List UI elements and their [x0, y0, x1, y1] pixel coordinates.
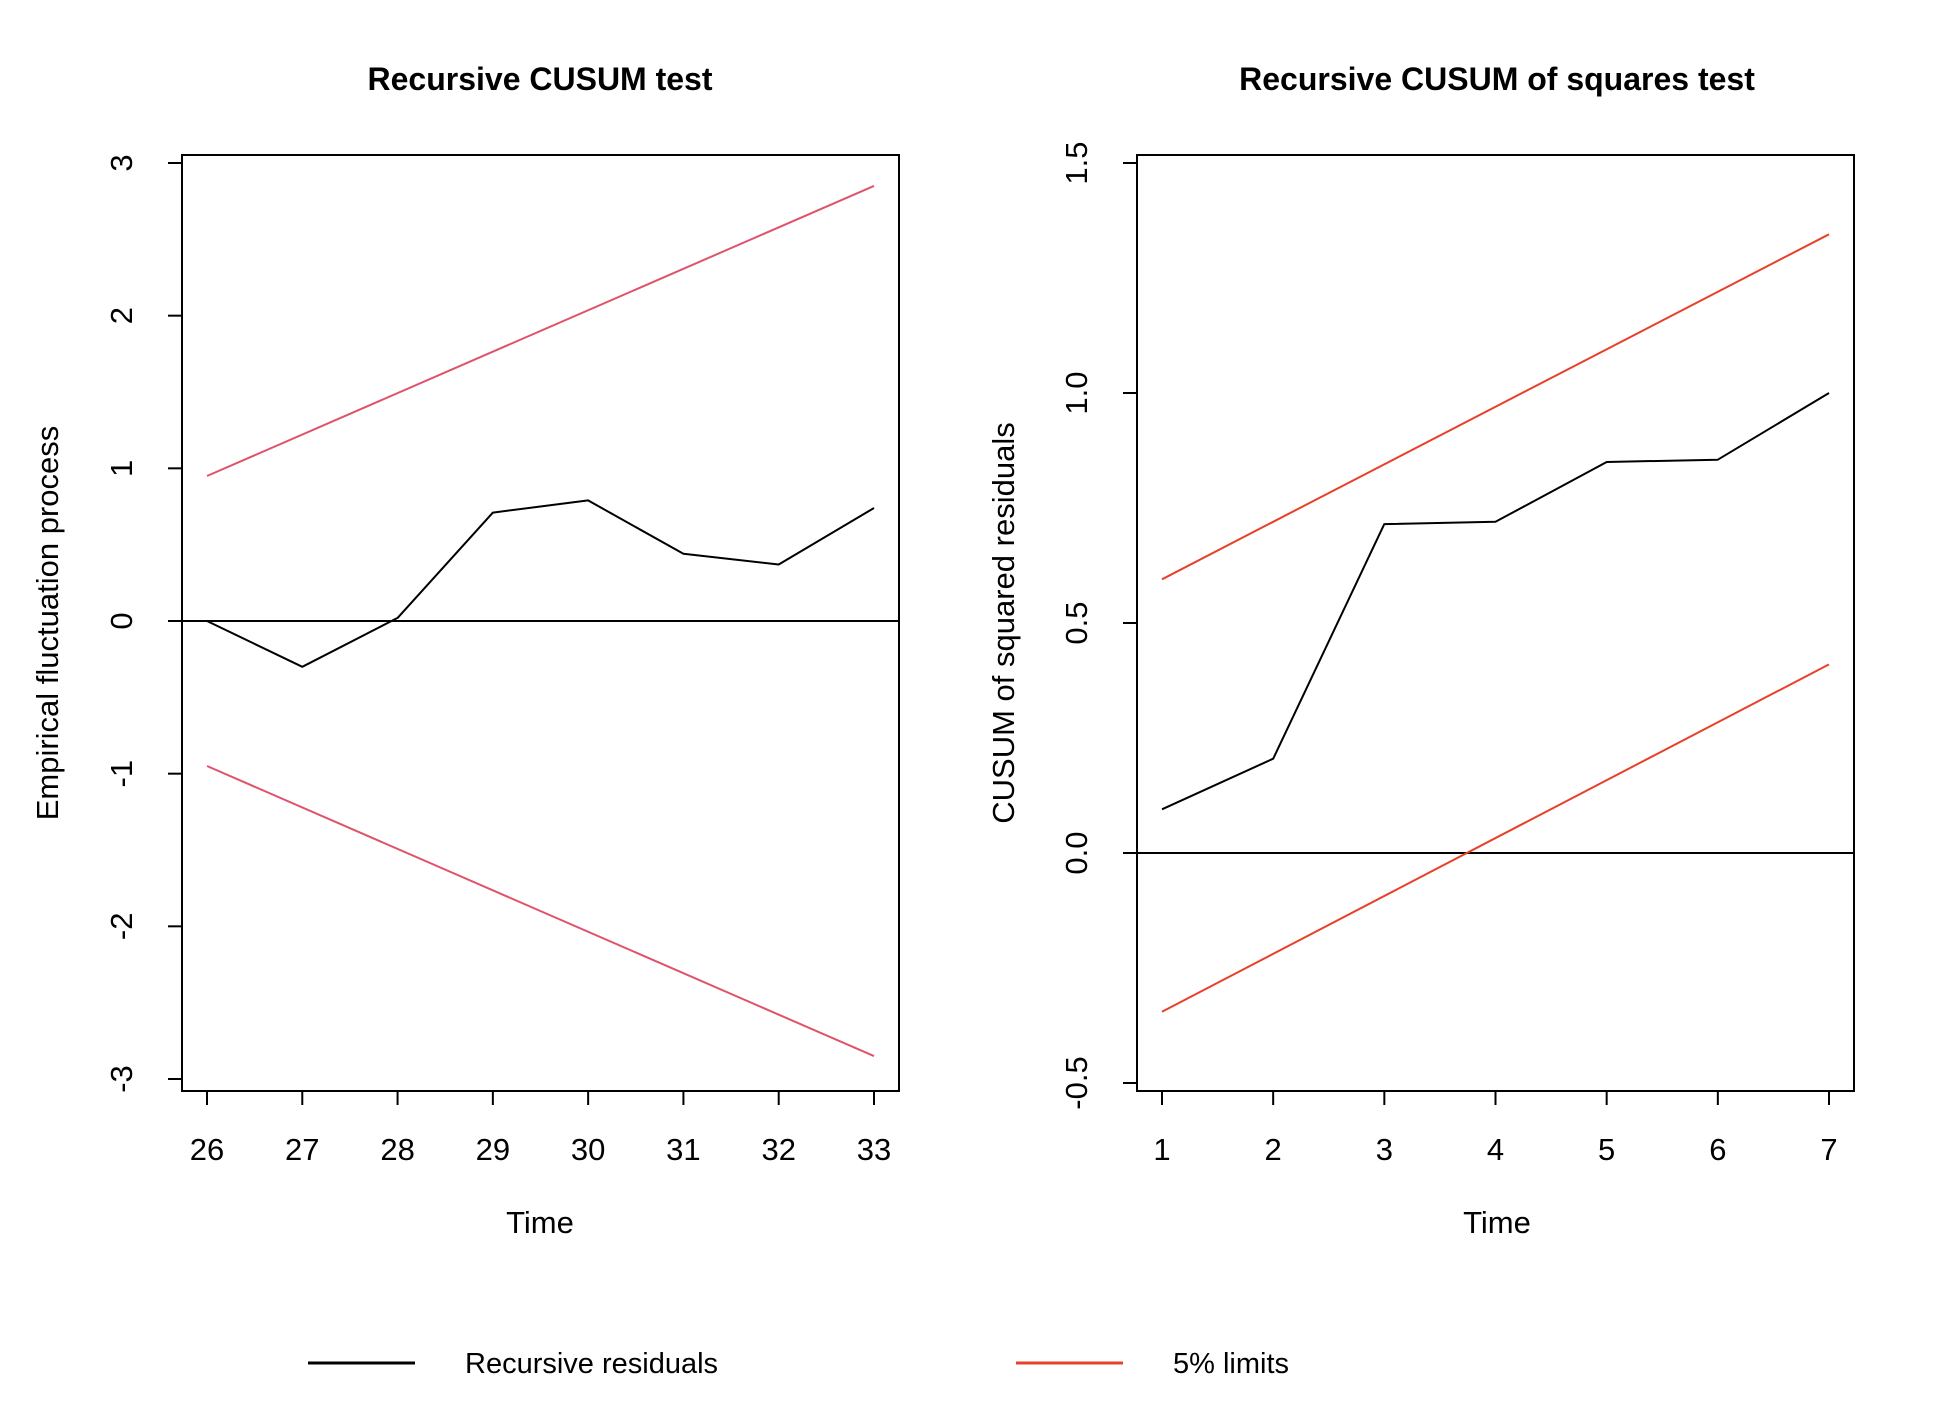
- x-tick-label: 33: [857, 1132, 891, 1167]
- y-tick-label: 3: [104, 154, 139, 171]
- legend-label-recursive-residuals: Recursive residuals: [465, 1348, 718, 1380]
- cusum-squares-test-panel: Recursive CUSUM of squares test 1 2 3 4 5 6 7 -…: [986, 61, 1855, 1240]
- y-tick-label: -0.5: [1059, 1056, 1094, 1109]
- x-tick-label: 6: [1709, 1132, 1726, 1167]
- chart-title: Recursive CUSUM test: [368, 61, 713, 97]
- x-axis-label: Time: [1463, 1205, 1531, 1240]
- x-tick-label: 3: [1376, 1132, 1393, 1167]
- y-tick-label: 1.0: [1059, 371, 1094, 414]
- x-tick-label: 4: [1487, 1132, 1504, 1167]
- x-tick-label: 7: [1820, 1132, 1837, 1167]
- x-tick-label: 29: [476, 1132, 510, 1167]
- y-axis-label: CUSUM of squared residuals: [986, 422, 1021, 823]
- y-tick-label: -1: [104, 760, 139, 788]
- x-tick-label: 26: [190, 1132, 224, 1167]
- x-tick-label: 5: [1598, 1132, 1615, 1167]
- x-tick-label: 32: [761, 1132, 795, 1167]
- x-axis-label: Time: [506, 1205, 574, 1240]
- y-tick-label: 0.0: [1059, 831, 1094, 874]
- y-tick-label: -3: [104, 1065, 139, 1093]
- x-tick-label: 2: [1265, 1132, 1282, 1167]
- x-tick-label: 1: [1153, 1132, 1170, 1167]
- upper-limit-line: [206, 184, 875, 477]
- recursive-residuals-line: [1161, 392, 1830, 811]
- y-tick-label: 0: [104, 612, 139, 629]
- y-tick-label: 0.5: [1059, 601, 1094, 644]
- y-tick-label: 1.5: [1059, 141, 1094, 184]
- x-tick-label: 31: [666, 1132, 700, 1167]
- recursive-residuals-line: [206, 499, 875, 668]
- x-tick-label: 30: [571, 1132, 605, 1167]
- cusum-test-panel: Recursive CUSUM test 26 27 28 29 30 31 32 33-3-…: [30, 61, 900, 1240]
- x-tick-label: 27: [285, 1132, 319, 1167]
- plot-marks: 1 2 3 4 5 6 7 -0.5 0.0 0.5 1.0 1.5: [1059, 141, 1854, 1167]
- lower-limit-line: [1161, 663, 1830, 1013]
- y-tick-label: 2: [104, 307, 139, 324]
- x-tick-label: 28: [380, 1132, 414, 1167]
- plot-marks: 26 27 28 29 30 31 32 33 -3 -2 -1 0 1 2 3: [104, 154, 899, 1167]
- y-tick-label: -2: [104, 913, 139, 941]
- upper-limit-line: [1161, 233, 1830, 581]
- y-tick-label: 1: [104, 460, 139, 477]
- y-axis-label: Empirical fluctuation process: [30, 426, 65, 821]
- legend: Recursive residuals 5% limits: [308, 1348, 1289, 1380]
- lower-limit-line: [206, 765, 875, 1058]
- chart-title: Recursive CUSUM of squares test: [1239, 61, 1755, 97]
- plot-frame: [181, 154, 900, 1092]
- legend-label-5pct-limits: 5% limits: [1173, 1348, 1289, 1380]
